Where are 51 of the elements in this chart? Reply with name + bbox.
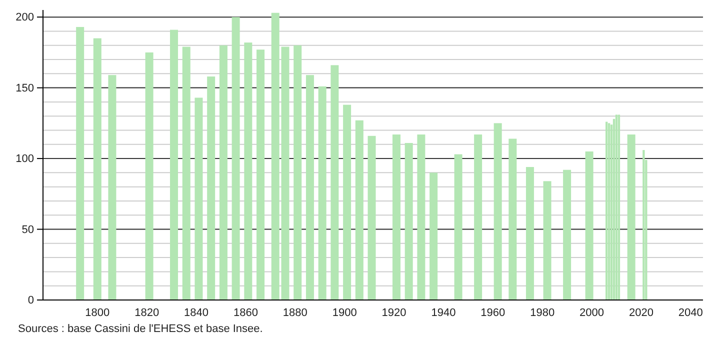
bar <box>76 26 84 300</box>
bar <box>343 104 352 300</box>
x-tick-label: 1800 <box>85 306 110 319</box>
x-tick-label: 1940 <box>431 306 456 319</box>
bar <box>232 17 240 300</box>
bar <box>294 45 302 300</box>
bar <box>93 38 102 300</box>
y-tick-label: 0 <box>28 294 34 307</box>
bar <box>563 170 572 300</box>
bar <box>585 151 594 300</box>
bar <box>430 172 438 300</box>
bar <box>256 50 265 300</box>
bar <box>182 46 190 300</box>
bar <box>306 75 314 300</box>
y-tick-label: 200 <box>16 12 34 24</box>
source-note: Sources : base Cassini de l'EHESS et base Insee. <box>18 323 263 335</box>
y-tick-label: 100 <box>16 153 34 166</box>
x-tick-label: 1960 <box>480 306 506 319</box>
x-tick-label: 1900 <box>332 306 357 319</box>
bar <box>627 134 636 300</box>
x-tick-label: 1880 <box>282 306 308 319</box>
x-tick-label: 1860 <box>233 306 258 319</box>
bar <box>368 136 376 300</box>
bar <box>474 134 482 300</box>
bar <box>355 120 364 300</box>
x-tick-label: 1920 <box>382 306 406 319</box>
y-tick-label: 50 <box>22 224 34 236</box>
y-tick-label: 150 <box>16 82 34 94</box>
bar <box>392 134 400 300</box>
x-tick-label: 1980 <box>530 306 555 319</box>
bar <box>417 134 426 300</box>
bar <box>318 86 326 300</box>
bar <box>244 42 252 300</box>
x-tick-label: 1820 <box>134 306 160 319</box>
bar <box>207 76 216 300</box>
bar <box>404 142 413 300</box>
bar <box>194 98 203 300</box>
bar <box>508 138 517 300</box>
x-tick-label: 2020 <box>628 306 654 319</box>
bar <box>145 52 154 300</box>
bar <box>454 154 462 300</box>
bar <box>526 167 534 300</box>
bar <box>330 65 339 300</box>
x-tick-label: 2040 <box>678 306 703 319</box>
bar <box>219 45 228 300</box>
bar <box>170 30 178 300</box>
bar <box>543 181 552 300</box>
x-tick-label: 2000 <box>580 306 604 319</box>
bar <box>108 75 116 300</box>
x-tick-label: 1840 <box>184 306 208 319</box>
bar <box>494 123 502 300</box>
